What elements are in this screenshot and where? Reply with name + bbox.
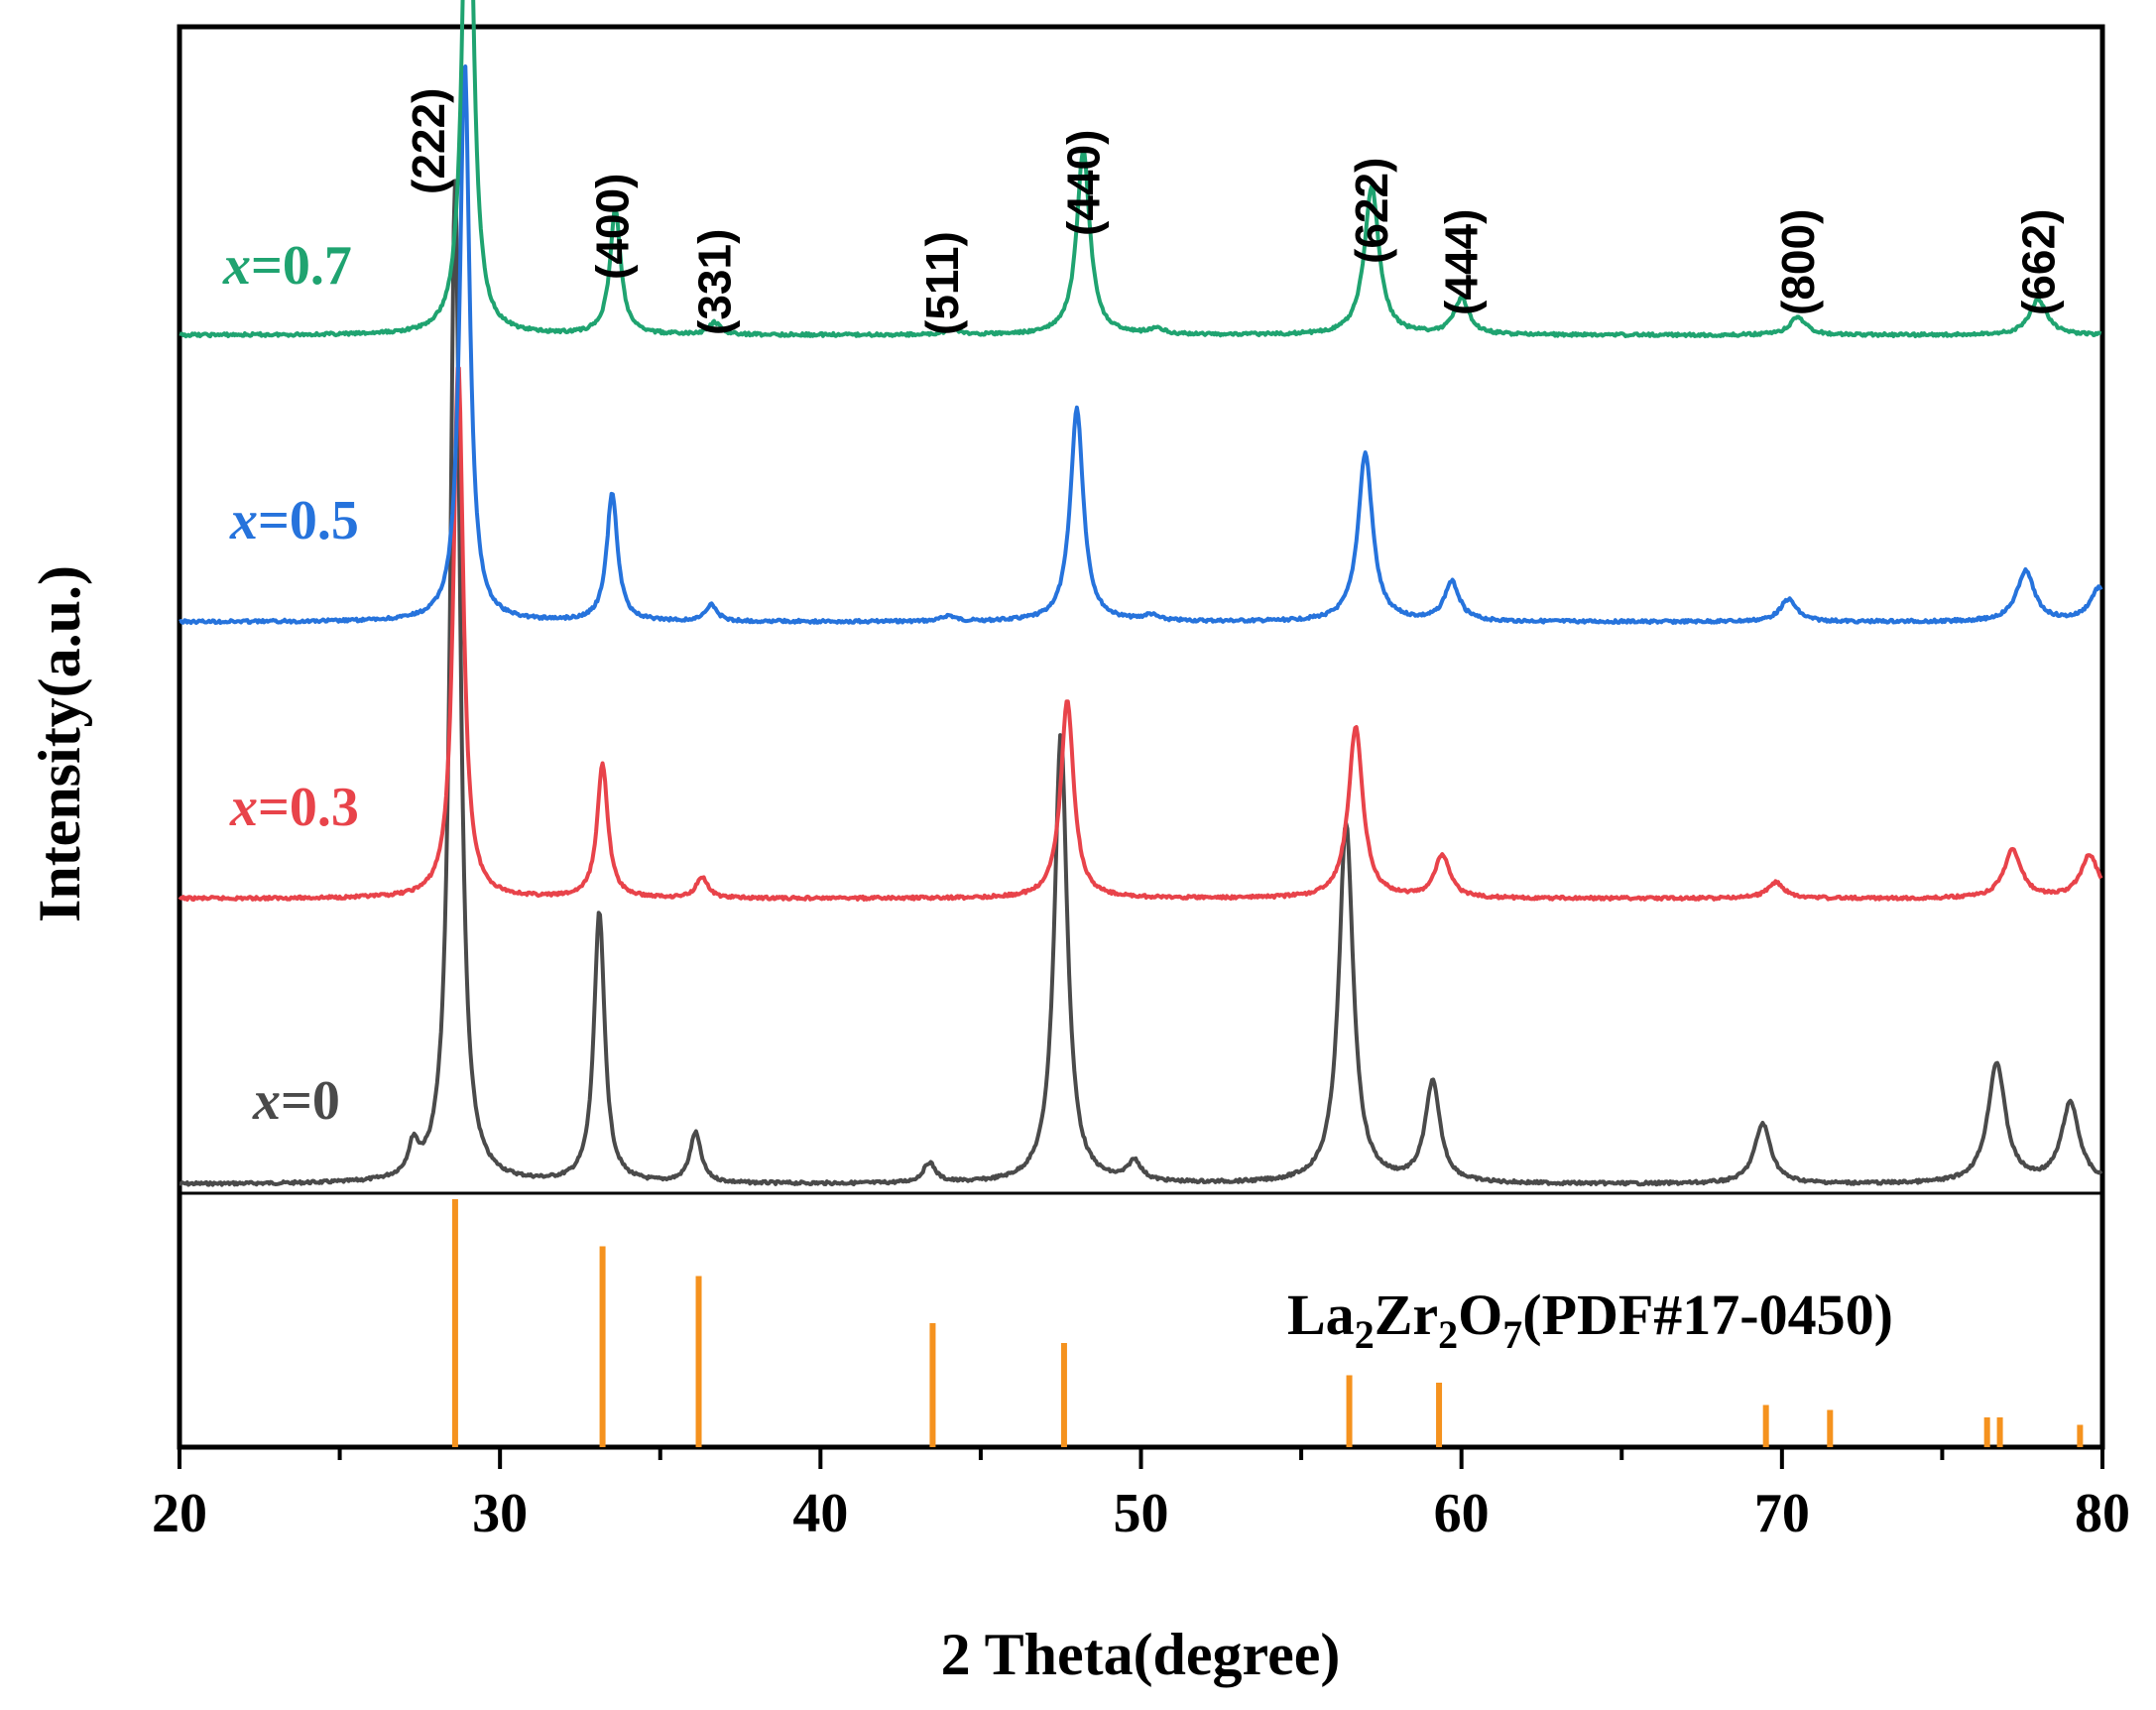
x-tick-label: 40 [792, 1483, 848, 1544]
hkl-label: (331) [689, 229, 741, 335]
series-label-value: =0 [281, 1070, 340, 1132]
hkl-label: (662) [2012, 209, 2064, 315]
series-label: x=0.3 [229, 777, 359, 838]
hkl-label: (444) [1436, 209, 1488, 315]
series-label: x=0 [252, 1070, 340, 1132]
y-axis-title: Intensity(a.u.) [27, 565, 92, 922]
series-label-var: x [252, 1070, 281, 1132]
x-tick-label: 60 [1434, 1483, 1490, 1544]
reference-label: La2Zr2O7(PDF#17-0450) [1287, 1282, 1893, 1357]
series-label: x=0.5 [229, 490, 359, 551]
series-label-value: =0.7 [251, 235, 352, 297]
ref-label-text: La [1287, 1282, 1355, 1347]
series-line [179, 0, 2102, 339]
x-tick-label: 50 [1114, 1483, 1169, 1544]
hkl-label: (622) [1346, 158, 1397, 264]
x-tick-label: 20 [152, 1483, 207, 1544]
series-label-value: =0.5 [258, 490, 359, 551]
series-line [178, 366, 2103, 903]
hkl-annotations: (222) (400) (331) (511) (440) (622) (444) (800)… [403, 88, 2064, 335]
series-label: x=0.7 [222, 235, 352, 297]
hkl-label: (440) [1057, 130, 1109, 236]
hkl-label: (400) [586, 174, 638, 280]
x-tick-label: 30 [472, 1483, 528, 1544]
series-label-value: =0.3 [258, 777, 359, 838]
x-ticks [178, 1447, 2104, 1469]
series-labels: x=0x=0.3x=0.5x=0.7 [222, 235, 359, 1132]
ref-label-subscript: 7 [1502, 1312, 1522, 1357]
series-label-var: x [229, 777, 258, 838]
hkl-label: (511) [916, 231, 968, 335]
series-line [179, 179, 2103, 1187]
hkl-label: (800) [1772, 209, 1824, 315]
x-tick-label: 80 [2075, 1483, 2130, 1544]
ref-label-text: Zr [1375, 1282, 1438, 1347]
reference-pattern [451, 1199, 2084, 1447]
ref-label-text: (PDF#17-0450) [1522, 1282, 1893, 1347]
ref-label-subscript: 2 [1355, 1312, 1375, 1357]
x-axis-title: 2 Theta(degree) [941, 1622, 1341, 1687]
x-tick-labels: 20 30 40 50 60 70 80 [152, 1483, 2130, 1544]
series-label-var: x [222, 235, 251, 297]
ref-label-text: O [1458, 1282, 1502, 1347]
diffraction-series [178, 0, 2103, 1187]
hkl-label: (222) [403, 88, 454, 194]
series-label-var: x [229, 490, 258, 551]
series-line [179, 64, 2103, 625]
ref-label-subscript: 2 [1438, 1312, 1458, 1357]
x-tick-label: 70 [1754, 1483, 1810, 1544]
